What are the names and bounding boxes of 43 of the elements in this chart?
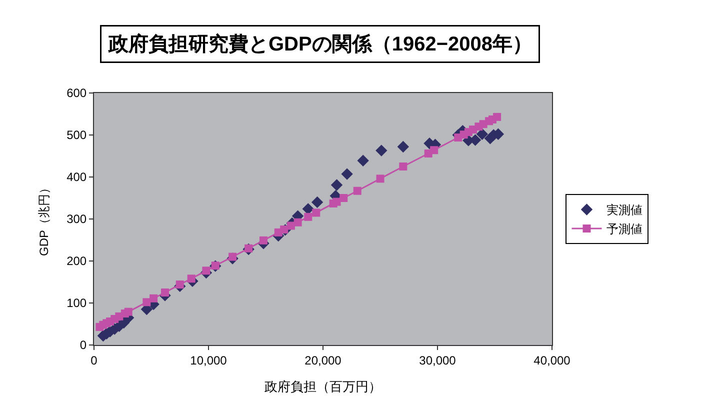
x-tick-label: 30,000	[419, 353, 456, 368]
point	[341, 168, 353, 180]
x-tick-label: 40,000	[534, 353, 571, 368]
point	[304, 212, 312, 221]
point	[150, 294, 158, 302]
point	[280, 226, 288, 234]
point	[312, 208, 320, 217]
point	[376, 174, 384, 183]
x-axis-title: 政府負担（百万円）	[264, 379, 382, 394]
point	[397, 140, 409, 153]
point	[294, 218, 302, 226]
point	[286, 222, 295, 230]
point	[259, 236, 268, 244]
point	[376, 144, 388, 156]
point	[353, 186, 362, 195]
point	[332, 198, 341, 206]
point	[357, 154, 369, 166]
point	[187, 274, 196, 283]
point	[202, 266, 210, 275]
point	[476, 128, 488, 140]
x-tick-label: 20,000	[304, 353, 342, 368]
point	[160, 288, 169, 296]
x-tick-label: 10,000	[190, 353, 228, 368]
chart-title: 政府負担研究費とGDPの関係（1962−2008年）	[108, 32, 533, 56]
point	[124, 308, 132, 316]
y-tick-label: 0	[80, 338, 87, 352]
point	[340, 194, 348, 202]
point	[493, 112, 502, 121]
point	[142, 298, 151, 306]
point	[430, 146, 438, 154]
point	[311, 196, 324, 208]
y-tick-label: 200	[66, 254, 87, 268]
y-tick-label: 600	[66, 86, 87, 100]
y-tick-label: 500	[66, 128, 87, 142]
legend-label: 予測値	[606, 222, 643, 236]
legend-label: 実測値	[606, 203, 643, 218]
point	[330, 179, 343, 191]
y-axis-title: GDP（兆円）	[36, 182, 51, 256]
y-tick-label: 400	[66, 170, 87, 184]
y-tick-label: 100	[66, 296, 87, 310]
y-tick-label: 300	[66, 212, 87, 226]
x-tick-label: 0	[90, 353, 98, 368]
point	[399, 162, 408, 170]
